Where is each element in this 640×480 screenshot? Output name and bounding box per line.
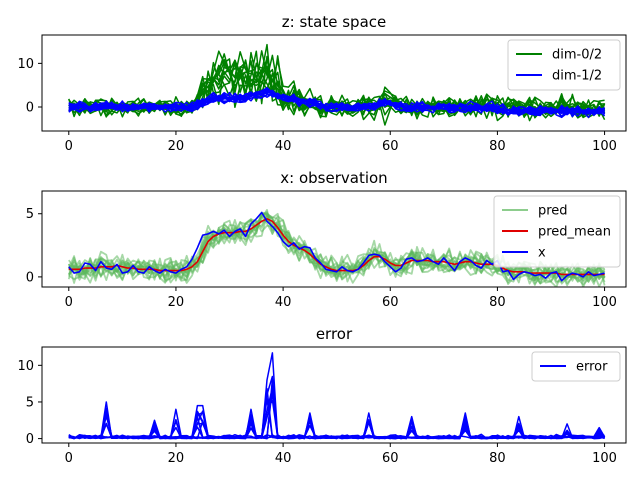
x-tick-label: 40: [275, 139, 292, 154]
series-line-error-sample: [68, 352, 606, 440]
series-line-error-sample: [68, 387, 606, 440]
legend: error: [531, 351, 621, 382]
legend-label: dim-0/2: [552, 48, 602, 63]
x-tick-label: 100: [592, 295, 617, 310]
x-tick-label: 40: [275, 451, 292, 466]
y-tick-label: 0: [26, 432, 34, 447]
axes-frame: [41, 34, 627, 132]
y-tick-label: 0: [26, 270, 34, 285]
y-tick-label: 5: [26, 395, 34, 410]
legend-label: dim-1/2: [552, 69, 602, 84]
plot-area: [68, 352, 606, 440]
series-line-error-sample: [68, 375, 605, 440]
legend-box: [531, 351, 621, 382]
plot-area: [67, 208, 606, 287]
y-tick-label: 5: [26, 207, 34, 222]
x-tick-label: 20: [168, 139, 185, 154]
subplot-title: z: state space: [282, 13, 386, 31]
subplot-title: x: observation: [280, 169, 387, 187]
x-tick-label: 20: [168, 295, 185, 310]
x-tick-label: 80: [489, 295, 506, 310]
series-line-pred-sample: [68, 213, 606, 287]
x-tick-label: 0: [65, 295, 73, 310]
legend: dim-0/2 dim-1/2: [507, 39, 621, 91]
series-line-x: [68, 211, 605, 282]
x-tick-label: 0: [65, 139, 73, 154]
series-line-error-sample: [68, 386, 605, 440]
plot-area: [68, 43, 606, 126]
legend-box: [493, 195, 621, 268]
subplot-3: error 0 20 40 60 80 100 0 5 10 error: [17, 325, 627, 466]
series-line-error-sample: [68, 399, 605, 440]
x-tick-label: 80: [489, 451, 506, 466]
x-tick-label: 40: [275, 295, 292, 310]
legend-box: [507, 39, 621, 91]
x-tick-label: 80: [489, 139, 506, 154]
x-tick-label: 60: [382, 451, 399, 466]
series-line-pred-mean: [68, 218, 605, 276]
series-line-error-sample: [68, 407, 606, 440]
subplot-2: x: observation 0 20 40 60 80 100 0 5 pred pred_mea…: [26, 169, 627, 310]
legend-label: pred_mean: [538, 225, 611, 240]
axes-frame: [41, 190, 627, 288]
x-tick-label: 60: [382, 139, 399, 154]
x-tick-label: 20: [168, 451, 185, 466]
y-tick-label: 10: [17, 359, 34, 374]
series-line-error-sample: [68, 378, 606, 440]
series-line-error-sample: [68, 393, 605, 440]
legend-label: pred: [538, 204, 568, 219]
subplot-title: error: [316, 325, 353, 343]
x-tick-label: 100: [592, 139, 617, 154]
x-tick-label: 100: [592, 451, 617, 466]
x-tick-label: 60: [382, 295, 399, 310]
x-tick-label: 0: [65, 451, 73, 466]
y-tick-label: 0: [26, 101, 34, 116]
series-line-error-sample: [68, 387, 605, 440]
axes-frame: [41, 346, 627, 444]
series-line-dim-1-sample: [68, 88, 606, 116]
y-tick-label: 10: [17, 57, 34, 72]
series-line-error-sample: [68, 398, 605, 440]
legend-label: error: [576, 360, 608, 375]
series-line-dim-1-sample: [68, 90, 605, 114]
legend-label: x: [538, 246, 546, 261]
